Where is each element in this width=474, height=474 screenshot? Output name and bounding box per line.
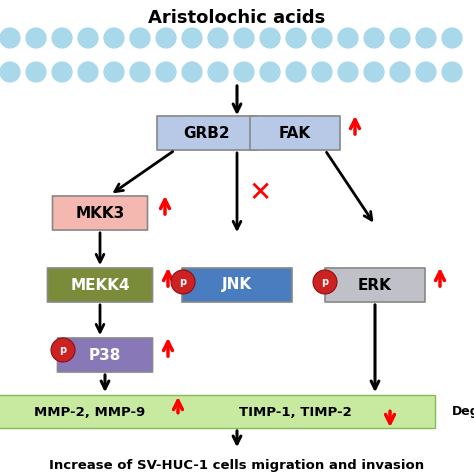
Bar: [266, 47, 274, 63]
Circle shape: [441, 61, 463, 83]
Circle shape: [207, 61, 229, 83]
Circle shape: [441, 27, 463, 49]
Circle shape: [77, 27, 99, 49]
Bar: [344, 47, 352, 63]
Circle shape: [181, 27, 203, 49]
FancyBboxPatch shape: [47, 268, 153, 302]
Circle shape: [363, 27, 385, 49]
Bar: [84, 47, 92, 63]
Circle shape: [389, 27, 411, 49]
Text: Increase of SV-HUC-1 cells migration and invasion: Increase of SV-HUC-1 cells migration and…: [49, 458, 425, 472]
Circle shape: [155, 27, 177, 49]
Bar: [162, 47, 170, 63]
FancyBboxPatch shape: [325, 268, 425, 302]
Circle shape: [285, 27, 307, 49]
Circle shape: [311, 61, 333, 83]
Bar: [240, 47, 248, 63]
FancyBboxPatch shape: [250, 116, 340, 150]
Circle shape: [77, 61, 99, 83]
FancyBboxPatch shape: [0, 395, 435, 428]
Circle shape: [337, 27, 359, 49]
Text: TIMP-1, TIMP-2: TIMP-1, TIMP-2: [238, 405, 351, 419]
Circle shape: [25, 27, 47, 49]
Bar: [58, 47, 66, 63]
FancyBboxPatch shape: [53, 196, 147, 230]
Text: p: p: [180, 277, 187, 287]
Bar: [188, 47, 196, 63]
Circle shape: [0, 61, 21, 83]
Circle shape: [415, 61, 437, 83]
Circle shape: [129, 27, 151, 49]
Text: Aristolochic acids: Aristolochic acids: [148, 9, 326, 27]
Bar: [6, 47, 14, 63]
Circle shape: [389, 61, 411, 83]
Circle shape: [313, 270, 337, 294]
Circle shape: [259, 27, 281, 49]
Bar: [110, 47, 118, 63]
Circle shape: [25, 61, 47, 83]
Circle shape: [181, 61, 203, 83]
Text: Degradi...: Degradi...: [452, 405, 474, 419]
Circle shape: [155, 61, 177, 83]
Text: ✕: ✕: [248, 179, 272, 207]
Circle shape: [415, 27, 437, 49]
Text: MEKK4: MEKK4: [70, 277, 130, 292]
Text: MMP-2, MMP-9: MMP-2, MMP-9: [35, 405, 146, 419]
Bar: [318, 47, 326, 63]
Circle shape: [337, 61, 359, 83]
Circle shape: [233, 27, 255, 49]
Text: P38: P38: [89, 347, 121, 363]
FancyBboxPatch shape: [157, 116, 257, 150]
Bar: [448, 47, 456, 63]
Bar: [136, 47, 144, 63]
Text: JNK: JNK: [222, 277, 252, 292]
Circle shape: [259, 61, 281, 83]
Circle shape: [51, 27, 73, 49]
Bar: [292, 47, 300, 63]
Text: GRB2: GRB2: [184, 126, 230, 140]
Circle shape: [285, 61, 307, 83]
Bar: [396, 47, 404, 63]
Circle shape: [171, 270, 195, 294]
Circle shape: [363, 61, 385, 83]
Bar: [214, 47, 222, 63]
Circle shape: [51, 338, 75, 362]
Text: MKK3: MKK3: [75, 206, 125, 220]
Circle shape: [129, 61, 151, 83]
FancyBboxPatch shape: [182, 268, 292, 302]
Text: ERK: ERK: [358, 277, 392, 292]
Circle shape: [311, 27, 333, 49]
Circle shape: [233, 61, 255, 83]
Bar: [422, 47, 430, 63]
Text: FAK: FAK: [279, 126, 311, 140]
Circle shape: [0, 27, 21, 49]
Circle shape: [207, 27, 229, 49]
Circle shape: [103, 27, 125, 49]
Circle shape: [103, 61, 125, 83]
Text: p: p: [321, 277, 328, 287]
Text: p: p: [59, 345, 66, 355]
Bar: [370, 47, 378, 63]
FancyBboxPatch shape: [57, 338, 153, 372]
Circle shape: [51, 61, 73, 83]
Bar: [32, 47, 40, 63]
